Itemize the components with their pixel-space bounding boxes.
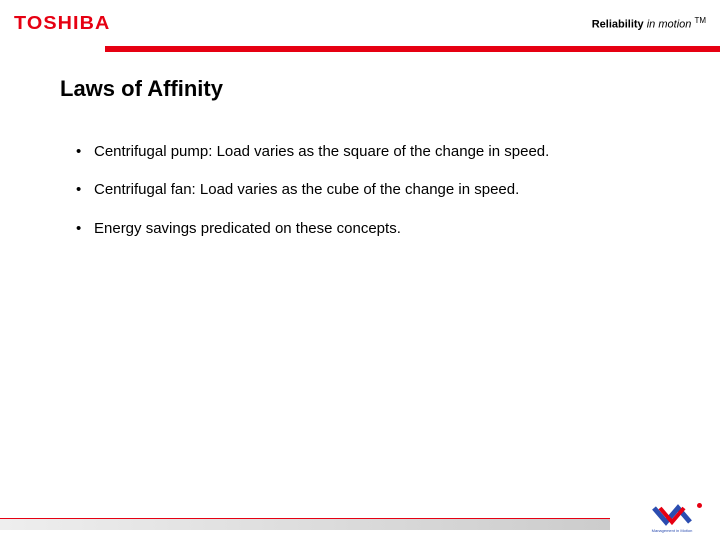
slide-header: TOSHIBA Reliability in motion TM	[0, 0, 720, 46]
list-item: Centrifugal fan: Load varies as the cube…	[76, 180, 660, 200]
header-red-bar	[0, 46, 720, 52]
tagline-tm: TM	[694, 16, 706, 25]
bullet-list: Centrifugal pump: Load varies as the squ…	[60, 142, 660, 239]
svg-text:Management in Motion: Management in Motion	[652, 528, 693, 533]
tagline-italic: in motion	[647, 18, 692, 30]
toshiba-logo: TOSHIBA	[14, 13, 110, 34]
slide-title: Laws of Affinity	[60, 76, 660, 102]
list-item: Energy savings predicated on these conce…	[76, 219, 660, 239]
tagline: Reliability in motion TM	[592, 16, 706, 31]
red-bar-gap	[0, 46, 105, 52]
partner-logo-icon: Management in Motion	[650, 504, 694, 534]
list-item: Centrifugal pump: Load varies as the squ…	[76, 142, 660, 162]
tagline-bold: Reliability	[592, 18, 644, 30]
slide-content: Laws of Affinity Centrifugal pump: Load …	[0, 46, 720, 239]
slide-footer: Management in Motion	[0, 512, 720, 540]
footer-bar	[0, 518, 610, 530]
footer-dot-icon	[697, 503, 702, 508]
